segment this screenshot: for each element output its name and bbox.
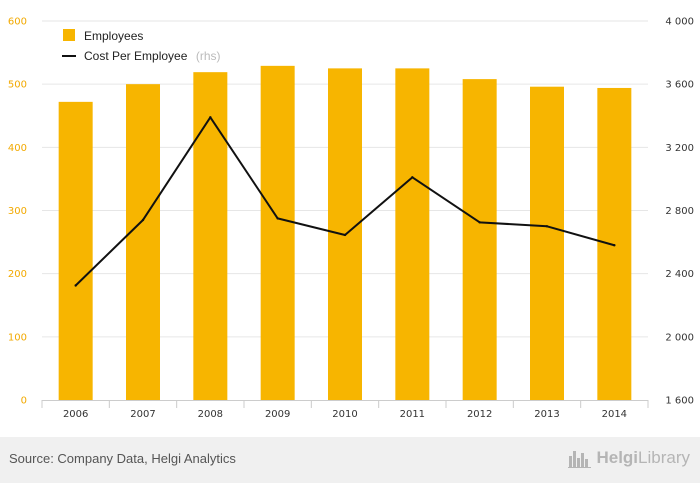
x-tick-label: 2009 bbox=[265, 409, 290, 420]
y-left-tick-label: 100 bbox=[8, 332, 27, 343]
bar-employees-2011 bbox=[395, 68, 430, 400]
y-right-tick-label: 3 200 bbox=[665, 143, 694, 154]
y-left-tick-label: 300 bbox=[8, 206, 27, 217]
line-series-cost-per-employee bbox=[74, 116, 616, 287]
bar-employees-2009 bbox=[260, 65, 295, 401]
footer: Source: Company Data, Helgi Analytics He… bbox=[0, 437, 700, 483]
y-left-tick-label: 600 bbox=[8, 17, 27, 28]
y-right-tick-label: 2 800 bbox=[665, 206, 694, 217]
point-cost-per-employee-2008 bbox=[209, 116, 212, 119]
point-cost-per-employee-2006 bbox=[74, 284, 77, 287]
bar-series-employees bbox=[58, 65, 632, 401]
y-axis-right: 1 600 2 000 2 400 2 800 3 200 3 600 4 000 bbox=[665, 17, 694, 407]
x-tick-label: 2012 bbox=[467, 409, 492, 420]
x-tick-label: 2008 bbox=[198, 409, 223, 420]
legend-label-employees: Employees bbox=[84, 29, 143, 43]
legend-swatch-employees bbox=[63, 29, 75, 41]
bar-employees-2013 bbox=[530, 86, 564, 401]
y-right-tick-label: 3 600 bbox=[665, 80, 694, 91]
y-left-tick-label: 500 bbox=[8, 80, 27, 91]
x-tick-label: 2007 bbox=[130, 409, 155, 420]
x-tick-label: 2011 bbox=[400, 409, 425, 420]
legend-label-cost-text: Cost Per Employee bbox=[84, 49, 188, 63]
y-left-tick-label: 400 bbox=[8, 143, 27, 154]
x-tick-label: 2010 bbox=[332, 409, 357, 420]
y-right-tick-label: 4 000 bbox=[665, 17, 694, 28]
bar-employees-2012 bbox=[462, 79, 497, 400]
y-left-tick-label: 200 bbox=[8, 269, 27, 280]
point-cost-per-employee-2007 bbox=[141, 218, 145, 222]
y-right-tick-label: 2 000 bbox=[665, 332, 694, 343]
point-cost-per-employee-2010 bbox=[343, 233, 347, 237]
x-tick-label: 2006 bbox=[63, 409, 88, 420]
legend: Employees Cost Per Employee (rhs) bbox=[62, 29, 221, 64]
point-cost-per-employee-2012 bbox=[478, 221, 481, 224]
y-axis-left: 0 100 200 300 400 500 600 bbox=[8, 17, 27, 407]
x-tick-label: 2013 bbox=[534, 409, 559, 420]
bar-employees-2014 bbox=[597, 87, 632, 400]
y-right-tick-label: 1 600 bbox=[665, 396, 694, 407]
y-left-tick-label: 0 bbox=[21, 396, 27, 407]
point-cost-per-employee-2013 bbox=[545, 225, 549, 228]
y-right-tick-label: 2 400 bbox=[665, 269, 694, 280]
city-skyline-icon bbox=[568, 451, 592, 468]
helgi-library-logo: HelgiLibrary bbox=[568, 448, 690, 468]
point-cost-per-employee-2011 bbox=[411, 176, 414, 179]
bar-employees-2007 bbox=[126, 84, 160, 401]
logo-brand-text: Helgi bbox=[596, 448, 639, 467]
legend-label-cost-per-employee: Cost Per Employee (rhs) bbox=[84, 47, 221, 64]
x-tick-label: 2014 bbox=[602, 409, 627, 420]
legend-label-rhs-note: (rhs) bbox=[196, 49, 221, 63]
bar-employees-2008 bbox=[193, 72, 228, 400]
chart: 2006 2007 2008 2009 2010 2011 2012 2013 2014 0 10… bbox=[8, 17, 694, 421]
x-axis: 2006 2007 2008 2009 2010 2011 2012 2013 2014 bbox=[41, 400, 649, 420]
bar-employees-2006 bbox=[58, 101, 93, 400]
point-cost-per-employee-2009 bbox=[276, 217, 279, 220]
logo-suffix-text: Library bbox=[638, 448, 690, 467]
point-cost-per-employee-2014 bbox=[613, 244, 616, 247]
source-note: Source: Company Data, Helgi Analytics bbox=[9, 451, 236, 466]
